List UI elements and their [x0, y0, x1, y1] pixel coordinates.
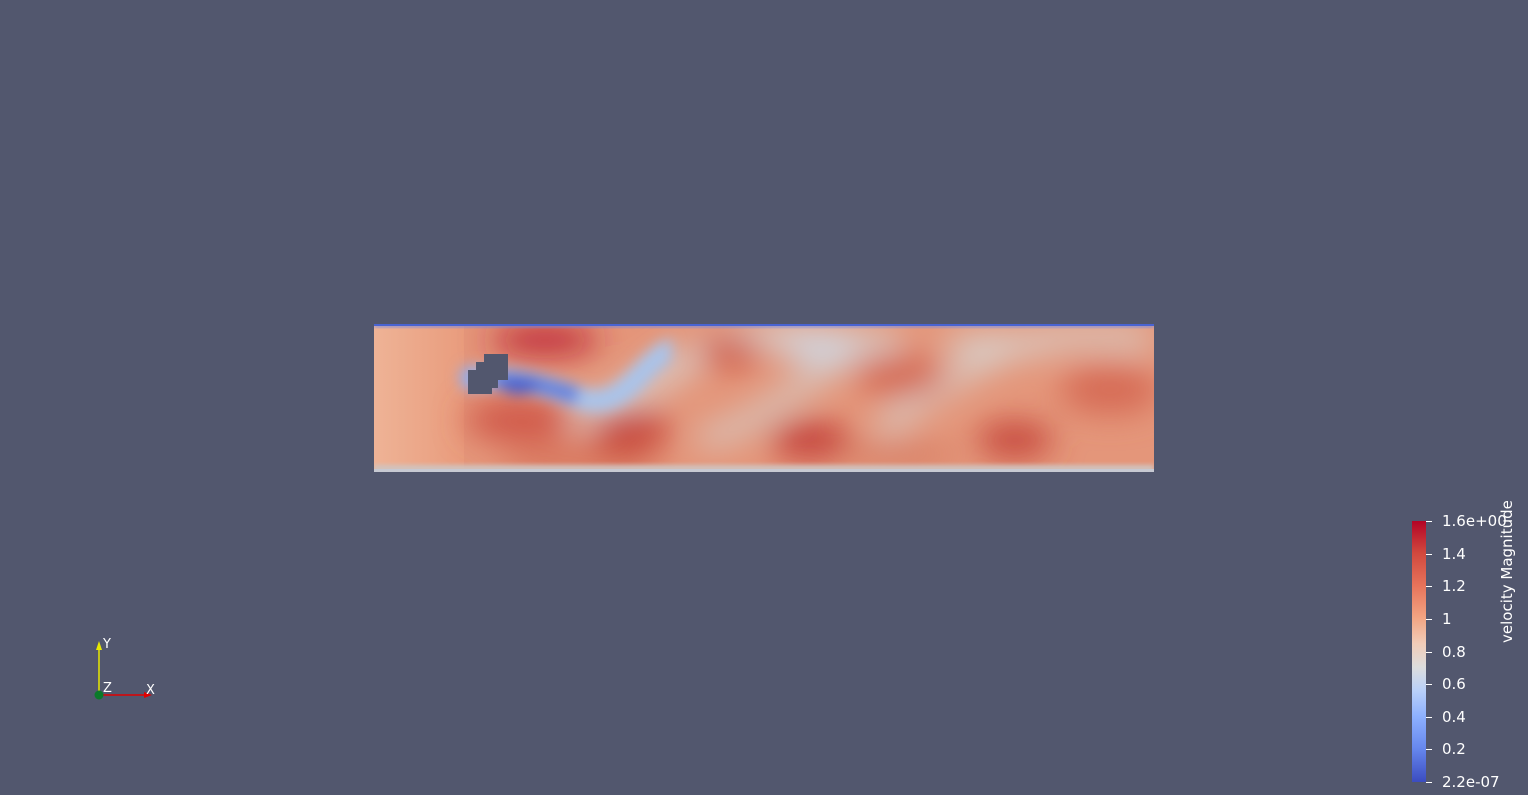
colorbar-tick-label: 0.8: [1442, 642, 1466, 661]
colorbar-tick-label: 0.6: [1442, 675, 1466, 694]
colorbar-tick-label: 1.2: [1442, 577, 1466, 596]
z-axis-label: Z: [103, 681, 112, 696]
channel-domain: [374, 324, 1154, 472]
colorbar-tick-label: 1.6e+00: [1442, 512, 1507, 530]
x-axis-label: X: [146, 683, 155, 698]
obstacle: [468, 354, 508, 394]
orientation-axes: Y Z X: [88, 634, 168, 706]
colorbar-tick: [1426, 684, 1432, 686]
colorbar-tick: [1426, 553, 1432, 555]
y-axis-label: Y: [103, 637, 111, 652]
colorbar-tick: [1426, 749, 1432, 751]
axes-triad-icon: [94, 641, 152, 700]
colorbar-tick: [1426, 521, 1432, 522]
colorbar-tick-label: 1: [1442, 609, 1452, 628]
scalar-colorbar[interactable]: 1.6e+00 1.4 1.2 1 0.8 0.6 0.4 0.2 2.2e-07 veloci…: [1400, 500, 1528, 795]
colorbar-title: velocity Magnitude: [1498, 500, 1516, 643]
colorbar-tick: [1426, 586, 1432, 588]
colorbar-tick: [1426, 716, 1432, 718]
colorbar-tick: [1426, 651, 1432, 653]
colorbar-tick: [1426, 782, 1432, 783]
colorbar-tick-label: 0.2: [1442, 740, 1466, 759]
colorbar-tick-label: 0.4: [1442, 707, 1466, 726]
colorbar-tick-label: 1.4: [1442, 544, 1466, 563]
colorbar-gradient: [1412, 521, 1426, 782]
colorbar-tick-label: 2.2e-07: [1442, 773, 1500, 791]
colorbar-tick: [1426, 618, 1432, 620]
